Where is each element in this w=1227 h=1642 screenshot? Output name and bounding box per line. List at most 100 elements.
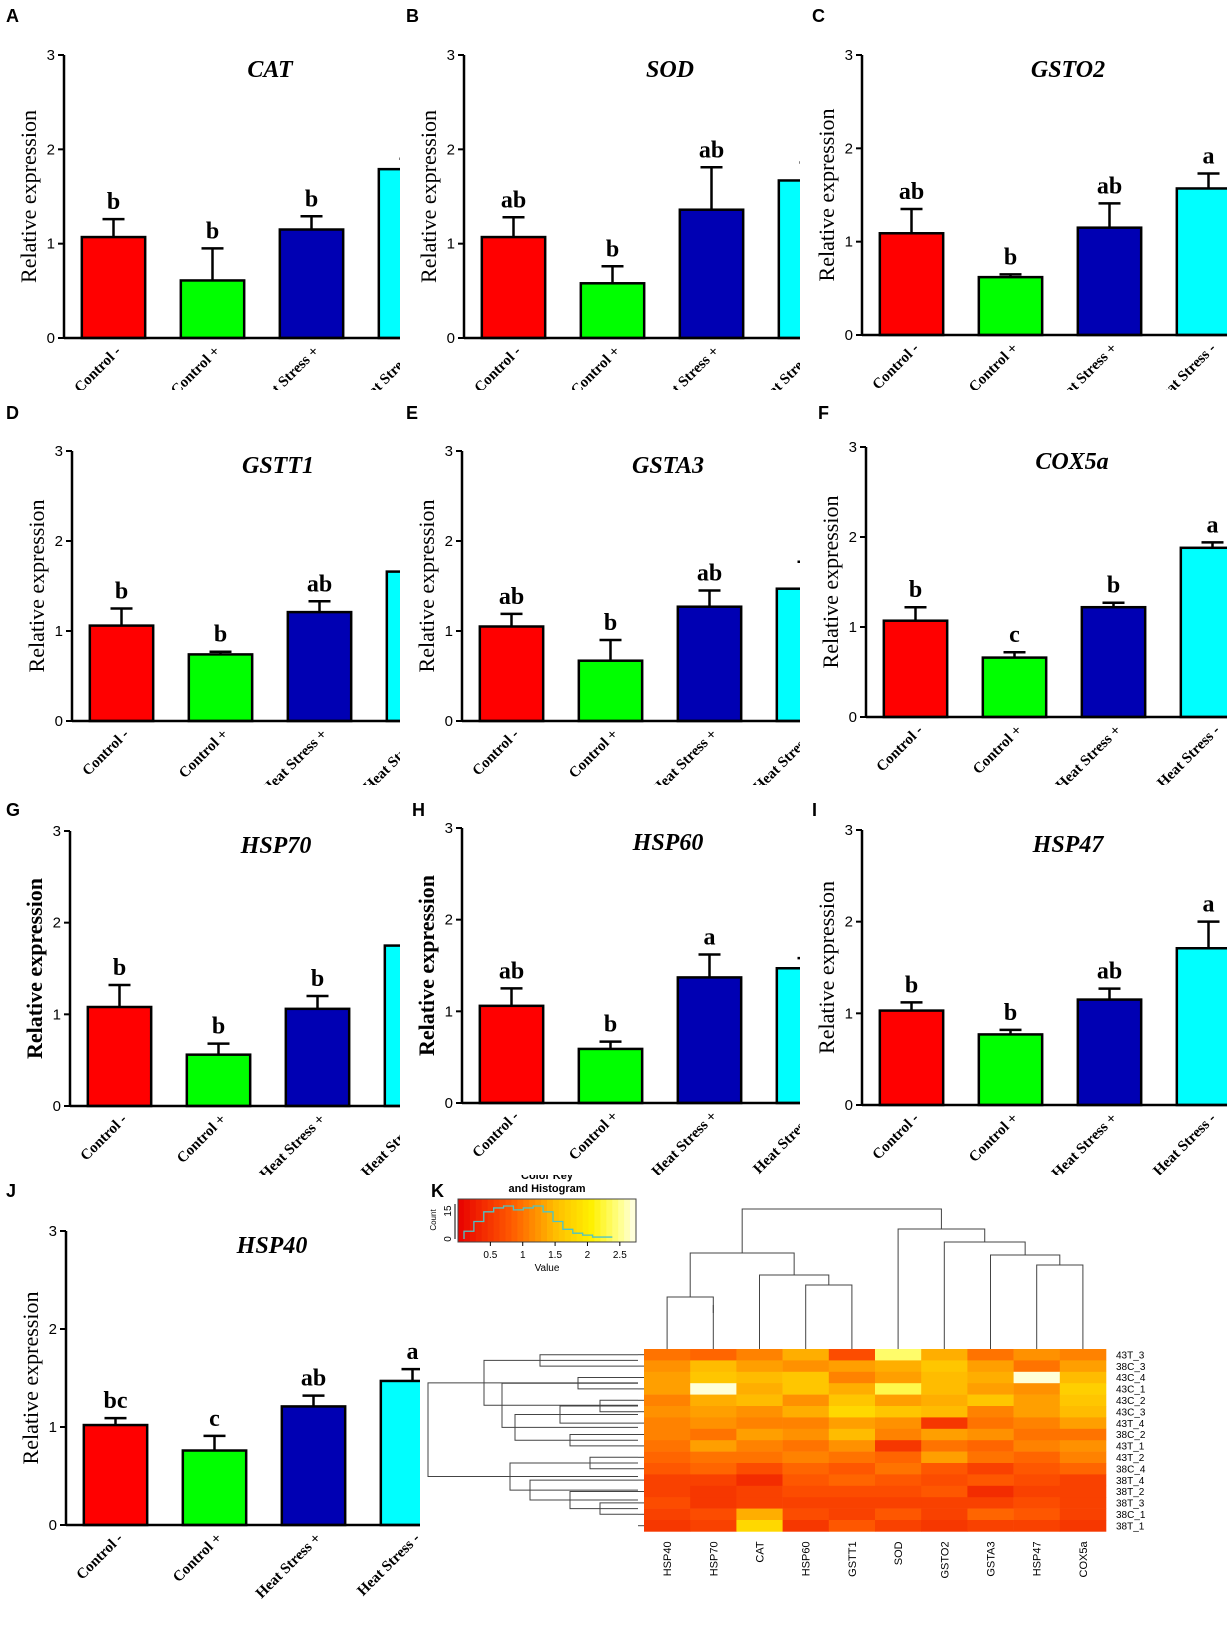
panel-b: B 0 1 2 3 Relative expression SOD ab Control - b…: [400, 0, 860, 415]
significance-letter: b: [107, 189, 120, 215]
bar: [977, 1033, 1044, 1107]
heatmap-cell: [736, 1440, 783, 1452]
heatmap-row-label: 43T_1: [1116, 1442, 1145, 1453]
heatmap-cell: [782, 1485, 830, 1498]
category-label: Control +: [966, 341, 1021, 390]
bar: [478, 625, 545, 723]
category-label: Heat Stress -: [750, 1109, 800, 1175]
panel-letter: B: [406, 6, 419, 26]
color-key-swatch: [458, 1199, 465, 1242]
heatmap-cell: [967, 1406, 1014, 1418]
color-key-xtick: 0.5: [483, 1250, 497, 1261]
column-dendrogram-branch: [943, 1241, 1026, 1325]
heatmap-cell: [921, 1383, 968, 1395]
bar: [187, 653, 254, 723]
significance-letter: b: [1004, 1000, 1017, 1026]
heatmap-cell: [1013, 1394, 1061, 1407]
significance-letter: b: [1004, 244, 1017, 270]
category-label: Control +: [168, 344, 223, 390]
heatmap-cell: [736, 1371, 783, 1384]
y-tick-label: 1: [47, 236, 55, 253]
significance-letter: ab: [697, 561, 722, 587]
heatmap-cell: [644, 1463, 691, 1475]
heatmap-cell: [875, 1383, 922, 1395]
heatmap-cell: [921, 1520, 968, 1532]
category-label: Control +: [170, 1531, 225, 1586]
heatmap-cell: [828, 1440, 876, 1452]
category-label: Control -: [80, 727, 133, 780]
heatmap-cell: [1013, 1497, 1061, 1509]
category-label: Heat Stress +: [651, 344, 722, 390]
y-axis-label: Relative expression: [24, 500, 49, 673]
panel-letter: C: [812, 6, 825, 26]
heatmap-cell: [782, 1497, 830, 1509]
heatmap-cell: [967, 1485, 1014, 1498]
y-tick-label: 0: [49, 1517, 57, 1534]
heatmap-cell: [875, 1349, 922, 1361]
y-tick-label: 3: [47, 47, 55, 64]
heatmap-row-label: 38T_4: [1116, 1476, 1145, 1487]
significance-letter: ab: [499, 958, 524, 984]
y-tick-label: 0: [445, 713, 453, 730]
color-key-swatch: [618, 1199, 625, 1242]
heatmap-row-label: 43C_1: [1116, 1385, 1146, 1396]
column-dendrogram-branch: [897, 1228, 986, 1325]
category-label: Control -: [470, 1109, 523, 1162]
heatmap-cell: [921, 1485, 968, 1498]
y-tick-label: 0: [849, 709, 857, 726]
heatmap-cell: [828, 1497, 876, 1509]
color-key-swatch: [535, 1199, 542, 1242]
heatmap-cell: [782, 1383, 830, 1395]
y-tick-label: 1: [445, 1003, 453, 1020]
heatmap-cell: [1013, 1349, 1061, 1361]
heatmap-cell: [690, 1417, 737, 1430]
category-label: Heat Stress -: [354, 1531, 420, 1600]
category-label: Heat Stress +: [253, 1531, 324, 1602]
heatmap-col-label: HSP60: [801, 1541, 813, 1576]
chart-title: GSTT1: [242, 453, 314, 479]
heatmap-cell: [690, 1440, 737, 1452]
color-key-swatch: [541, 1199, 548, 1242]
heatmap-cell: [644, 1417, 691, 1430]
heatmap-cell: [736, 1463, 783, 1475]
panel-letter: F: [818, 403, 829, 423]
significance-letter: a: [1207, 512, 1219, 538]
bar: [280, 1405, 347, 1527]
panel-letter: H: [412, 800, 425, 820]
heatmap-cell: [782, 1474, 830, 1487]
panel-letter: E: [406, 403, 419, 423]
bar: [577, 1047, 644, 1105]
heatmap-cell: [690, 1451, 737, 1464]
y-tick-label: 1: [849, 619, 857, 636]
heatmap-cell: [690, 1371, 737, 1384]
heatmap-row-label: 38T_1: [1116, 1521, 1145, 1532]
category-label: Heat Stress -: [358, 1112, 400, 1175]
significance-letter: a: [407, 1339, 419, 1365]
heatmap-cell: [690, 1474, 737, 1487]
heatmap-cell: [828, 1417, 876, 1430]
heatmap-cell: [736, 1508, 783, 1521]
category-label: Heat Stress +: [1053, 723, 1124, 785]
heatmap-cell: [921, 1497, 968, 1509]
heatmap-cell: [690, 1508, 737, 1521]
y-tick-label: 3: [53, 823, 61, 840]
panel-d: D 0 1 2 3 Relative expression GSTT1 b Control -…: [0, 395, 468, 798]
heatmap-cell: [644, 1508, 691, 1521]
bar-chart-gstt1: 0 1 2 3 Relative expression GSTT1 b Control - b C…: [24, 443, 468, 798]
heatmap-cell: [967, 1371, 1014, 1384]
category-label: Control +: [176, 727, 231, 782]
y-tick-label: 3: [845, 47, 853, 64]
significance-letter: ab: [899, 179, 924, 205]
heatmap-cell: [875, 1485, 922, 1498]
heatmap-cell: [828, 1451, 876, 1464]
y-tick-label: 2: [53, 915, 61, 932]
significance-letter: b: [212, 1014, 225, 1040]
bar-chart-cat: 0 1 2 3 Relative expression CAT b Control - b Con…: [16, 47, 460, 415]
heatmap-cell: [644, 1485, 691, 1498]
significance-letter: b: [909, 577, 922, 603]
color-key-swatch: [600, 1199, 607, 1242]
y-tick-label: 3: [445, 443, 453, 460]
category-label: Control -: [870, 1111, 923, 1164]
column-dendrogram-branch: [1036, 1264, 1084, 1325]
heatmap-cell: [921, 1463, 968, 1475]
